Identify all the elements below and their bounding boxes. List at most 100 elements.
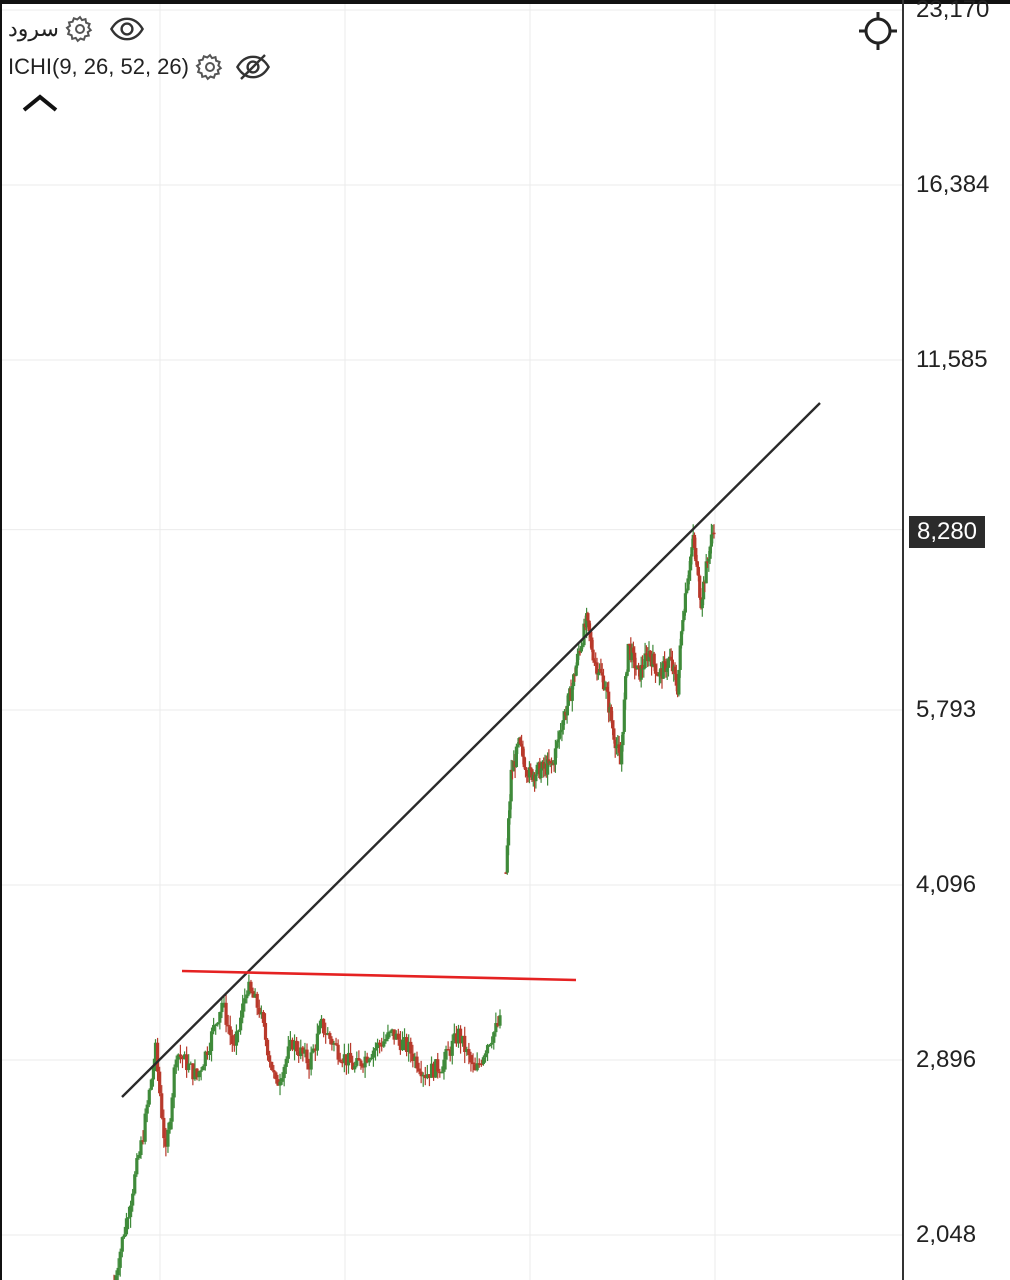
candle-up xyxy=(685,590,689,594)
candle-down xyxy=(396,1033,400,1040)
candle-down xyxy=(313,1048,317,1051)
candle-up xyxy=(153,1042,158,1067)
chevron-up-icon[interactable] xyxy=(20,92,60,119)
eye-icon[interactable] xyxy=(109,14,145,44)
candle-up xyxy=(603,688,607,690)
candle-down xyxy=(518,738,522,744)
candle-down xyxy=(232,1044,236,1046)
y-tick-label: 4,096 xyxy=(916,871,977,898)
candle-down xyxy=(423,1074,427,1079)
candle-down xyxy=(255,993,259,1008)
candle-down xyxy=(637,665,641,669)
candle-down xyxy=(378,1042,382,1045)
candle-down xyxy=(340,1061,344,1064)
candle-up xyxy=(201,1066,205,1071)
candle-down xyxy=(427,1074,432,1078)
candle-up xyxy=(315,1033,319,1051)
candle-up xyxy=(137,1154,141,1159)
candle-up xyxy=(679,631,684,646)
candle-up xyxy=(452,1033,456,1041)
candle-up xyxy=(566,693,570,706)
candle-down xyxy=(631,647,635,653)
candle-up xyxy=(704,561,708,584)
candle-down xyxy=(652,653,656,665)
candle-down xyxy=(295,1040,299,1052)
candle-up xyxy=(214,1024,218,1027)
candle-up xyxy=(681,620,685,632)
gear-icon[interactable] xyxy=(195,52,225,82)
legend-symbol-row: سرود xyxy=(8,14,145,44)
candle-up xyxy=(122,1234,126,1238)
candle-up xyxy=(514,746,518,768)
candle-up xyxy=(581,645,585,647)
candle-up xyxy=(666,659,671,668)
candle-down xyxy=(523,767,528,770)
candle-up xyxy=(516,745,520,747)
candle-down xyxy=(477,1063,481,1065)
candle-up xyxy=(582,623,586,646)
candle-down xyxy=(588,631,593,638)
y-tick-label: 11,585 xyxy=(916,346,988,373)
candle-up xyxy=(639,664,643,680)
candle-down xyxy=(411,1053,415,1061)
candle-up xyxy=(665,667,669,673)
candle-down xyxy=(226,1024,230,1027)
candle-down xyxy=(521,746,525,757)
candle-down xyxy=(591,649,595,661)
candle-up xyxy=(534,774,538,782)
candle-down xyxy=(698,575,702,598)
gear-icon[interactable] xyxy=(65,14,95,44)
candle-down xyxy=(263,1022,268,1040)
candle-up xyxy=(193,1068,197,1080)
crosshair-icon[interactable] xyxy=(859,12,897,50)
candle-down xyxy=(467,1049,471,1056)
candle-down xyxy=(605,686,609,692)
candle-up xyxy=(465,1049,469,1053)
candle-down xyxy=(164,1138,168,1147)
candle-down xyxy=(525,769,529,776)
candle-up xyxy=(209,1031,214,1052)
candle-up xyxy=(145,1104,149,1114)
eye-off-icon[interactable] xyxy=(235,52,271,82)
candle-up xyxy=(342,1054,346,1063)
candle-up xyxy=(485,1045,490,1054)
candle-up xyxy=(243,998,247,1004)
candle-up xyxy=(505,845,509,873)
candle-down xyxy=(205,1051,209,1056)
candle-up xyxy=(421,1074,425,1077)
candle-down xyxy=(599,669,603,673)
candle-up xyxy=(481,1057,485,1065)
candle-up xyxy=(222,1002,226,1005)
candle-up xyxy=(317,1025,322,1034)
candle-up xyxy=(170,1097,174,1122)
candle-up xyxy=(118,1251,122,1268)
candle-down xyxy=(230,1035,234,1045)
candle-up xyxy=(678,645,682,670)
candle-up xyxy=(386,1032,390,1040)
resistance-line xyxy=(181,969,577,982)
candle-up xyxy=(561,720,565,730)
candle-down xyxy=(351,1062,355,1070)
candle-up xyxy=(259,1012,263,1015)
candle-up xyxy=(207,1051,212,1056)
candle-down xyxy=(398,1039,402,1051)
candle-down xyxy=(595,662,599,675)
candle-up xyxy=(572,674,576,687)
candle-up xyxy=(707,558,711,562)
candle-down xyxy=(297,1051,301,1057)
candle-up xyxy=(444,1049,448,1060)
candle-up xyxy=(434,1059,438,1078)
candle-up xyxy=(139,1140,143,1155)
candle-up xyxy=(407,1041,411,1052)
candle-up xyxy=(492,1032,496,1043)
candle-up xyxy=(622,699,626,732)
candle-down xyxy=(344,1054,349,1066)
candle-up xyxy=(182,1054,187,1060)
candle-down xyxy=(257,1007,261,1015)
candle-up xyxy=(535,764,539,775)
candle-down xyxy=(270,1061,274,1071)
candle-down xyxy=(520,743,524,747)
candle-up xyxy=(621,731,625,746)
candle-up xyxy=(133,1174,137,1194)
